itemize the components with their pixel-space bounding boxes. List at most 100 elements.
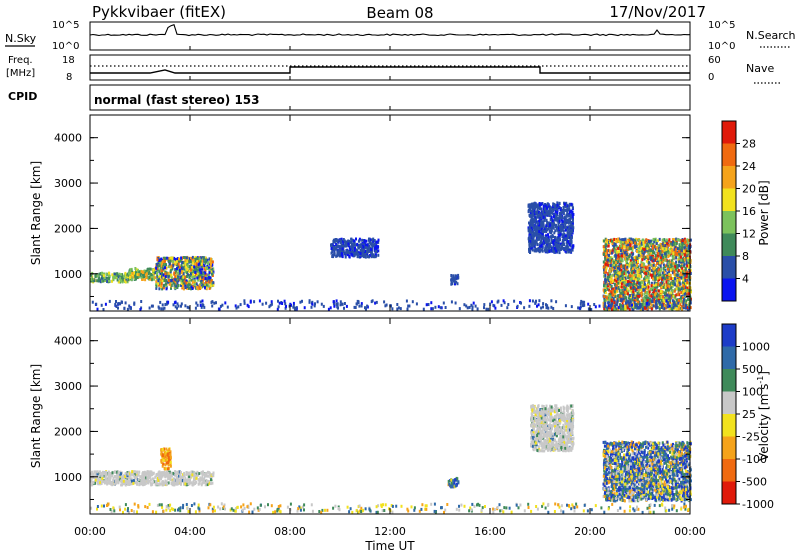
data-cell (662, 258, 665, 262)
data-cell (614, 264, 617, 268)
data-cell (183, 267, 186, 271)
data-cell (540, 227, 543, 231)
data-cell (135, 277, 137, 281)
data-cell (662, 295, 664, 299)
data-cell (628, 255, 631, 259)
freq-label: Freq. (8, 55, 33, 66)
data-cell (162, 275, 165, 279)
data-cell (681, 307, 683, 311)
data-cell (195, 282, 198, 286)
data-cell (546, 239, 549, 243)
data-cell (313, 304, 316, 308)
data-cell (661, 277, 664, 281)
data-cell (565, 201, 568, 205)
data-cell (646, 278, 649, 282)
data-cell (121, 273, 124, 277)
data-cell (458, 307, 461, 311)
data-cell (170, 276, 173, 279)
data-cell (605, 243, 607, 247)
data-cell (105, 272, 108, 276)
data-cell (640, 254, 643, 258)
data-cell (609, 250, 612, 254)
data-cell (155, 283, 158, 287)
data-cell (548, 246, 551, 250)
data-cell (164, 272, 167, 276)
data-cell (556, 239, 559, 243)
data-cell (628, 301, 631, 305)
data-cell (370, 242, 372, 246)
data-cell (191, 280, 194, 284)
data-cell (625, 259, 628, 263)
data-cell (635, 273, 637, 277)
data-cell (661, 253, 664, 257)
data-cell (651, 259, 654, 263)
data-cell (341, 255, 344, 259)
data-cell (90, 277, 93, 281)
data-cell (180, 263, 183, 267)
nsky-strip-frame (89, 21, 691, 51)
data-cell (616, 283, 619, 287)
data-cell (603, 305, 606, 309)
data-cell (609, 306, 612, 310)
data-cell (471, 307, 474, 311)
data-cell (686, 253, 689, 257)
data-cell (557, 241, 560, 245)
data-cell (132, 275, 135, 279)
data-cell (358, 304, 361, 308)
data-cell (669, 268, 672, 272)
data-cell (121, 280, 124, 284)
data-cell (148, 270, 151, 274)
data-cell (611, 293, 614, 297)
data-cell (639, 275, 642, 278)
data-cell (613, 290, 616, 294)
data-cell (680, 273, 683, 277)
data-cell (150, 273, 153, 276)
data-cell (632, 259, 635, 263)
data-cell (670, 296, 672, 300)
data-cell (194, 268, 196, 272)
data-cell (374, 301, 377, 305)
data-cell (371, 248, 374, 252)
data-cell (656, 284, 659, 288)
data-cell (603, 299, 606, 302)
data-cell (162, 286, 165, 290)
data-cell (632, 286, 635, 289)
data-cell (605, 307, 607, 311)
beam-title: Beam 08 (366, 4, 433, 22)
data-cell (194, 306, 197, 310)
data-cell (539, 247, 542, 251)
data-cell (624, 266, 627, 270)
data-cell (618, 298, 620, 302)
data-cell (534, 204, 537, 208)
data-cell (615, 276, 618, 279)
data-cell (180, 282, 183, 285)
data-cell (160, 284, 163, 288)
data-cell (540, 214, 543, 218)
data-cell (204, 261, 207, 265)
data-cell (212, 281, 215, 285)
data-cell (195, 267, 198, 271)
data-cell (675, 308, 678, 311)
data-cell (682, 306, 685, 310)
cpid-label: CPID (8, 90, 37, 103)
data-cell (624, 276, 627, 280)
data-cell (139, 308, 142, 311)
data-cell (169, 282, 172, 286)
data-cell (647, 263, 650, 267)
data-cell (646, 247, 649, 251)
data-cell (661, 271, 664, 275)
data-cell (320, 302, 323, 306)
data-cell (123, 278, 126, 282)
data-cell (611, 239, 613, 243)
data-cell (235, 306, 238, 310)
data-cell (679, 255, 682, 259)
data-cell (681, 252, 684, 256)
data-cell (347, 242, 350, 246)
data-cell (164, 263, 167, 267)
data-cell (664, 277, 667, 281)
data-cell (200, 279, 203, 283)
data-cell (617, 279, 620, 283)
data-cell (361, 238, 364, 242)
data-cell (674, 262, 677, 266)
data-cell (687, 297, 690, 301)
